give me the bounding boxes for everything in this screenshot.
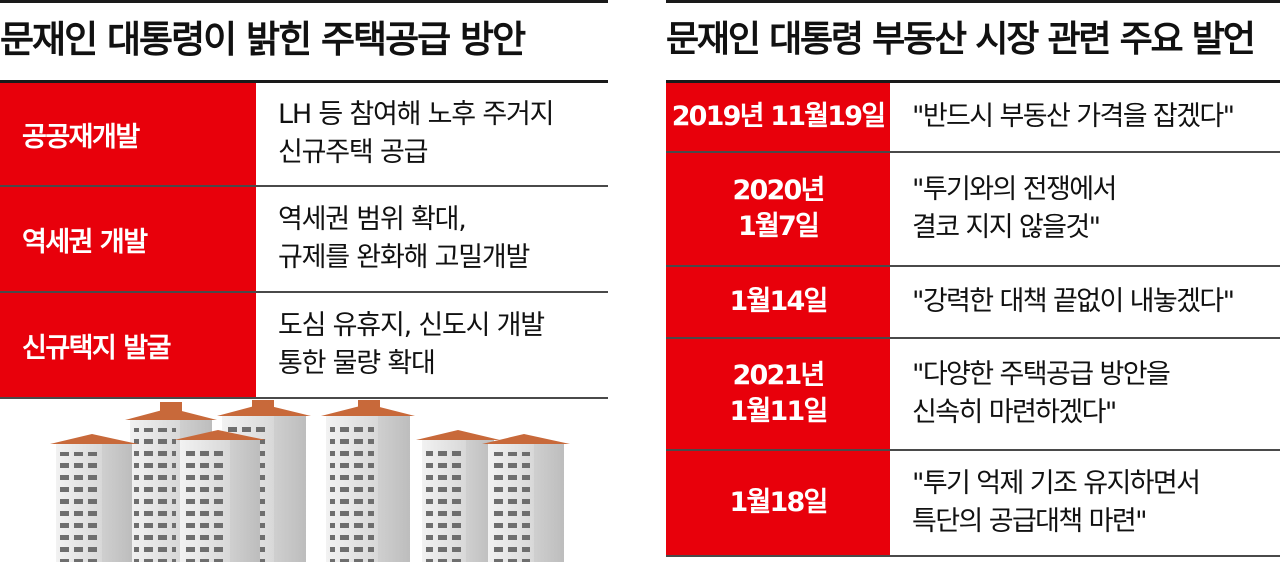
remark-date: 2021년 1월11일 (666, 339, 890, 449)
table-row: 2020년 1월7일 "투기와의 전쟁에서 결코 지지 않을것" (666, 153, 1280, 267)
table-row: 공공재개발 LH 등 참여해 노후 주거지 신규주택 공급 (0, 83, 608, 187)
row-label: 공공재개발 (0, 83, 256, 185)
table-row: 1월18일 "투기 억제 기조 유지하면서 특단의 공급대책 마련" (666, 451, 1280, 557)
row-value: LH 등 참여해 노후 주거지 신규주택 공급 (278, 99, 554, 168)
remark-quote: "반드시 부동산 가격을 잡겠다" (912, 101, 1235, 132)
remark-quote: "다양한 주택공급 방안을 신속히 마련하겠다" (912, 359, 1171, 428)
title-rule (666, 80, 1280, 83)
top-rule (666, 0, 1280, 3)
table-row: 역세권 개발 역세권 범위 확대, 규제를 완화해 고밀개발 (0, 187, 608, 293)
remark-date: 1월14일 (666, 267, 890, 337)
row-value: 역세권 범위 확대, 규제를 완화해 고밀개발 (278, 204, 530, 273)
remark-date: 1월18일 (666, 451, 890, 555)
table-row: 2021년 1월11일 "다양한 주택공급 방안을 신속히 마련하겠다" (666, 339, 1280, 451)
panel-title: 문재인 대통령 부동산 시장 관련 주요 발언 (666, 19, 1256, 60)
remark-quote: "투기 억제 기조 유지하면서 특단의 공급대책 마련" (912, 468, 1201, 537)
remark-date: 2020년 1월7일 (666, 153, 890, 265)
housing-supply-plan-panel: 문재인 대통령이 밝힌 주택공급 방안 공공재개발 LH 등 참여해 노후 주거… (0, 0, 608, 562)
apartment-buildings-icon (50, 400, 570, 562)
remark-quote: "투기와의 전쟁에서 결코 지지 않을것" (912, 174, 1117, 243)
table-row: 신규택지 발굴 도심 유휴지, 신도시 개발 통한 물량 확대 (0, 293, 608, 399)
table-row: 1월14일 "강력한 대책 끝없이 내놓겠다" (666, 267, 1280, 339)
row-label: 역세권 개발 (0, 187, 256, 291)
remark-quote: "강력한 대책 끝없이 내놓겠다" (912, 286, 1235, 317)
title-rule (0, 80, 608, 83)
row-value: 도심 유휴지, 신도시 개발 통한 물량 확대 (278, 310, 545, 379)
remark-date: 2019년 11월19일 (666, 83, 890, 151)
president-remarks-panel: 문재인 대통령 부동산 시장 관련 주요 발언 2019년 11월19일 "반드… (666, 0, 1280, 562)
row-label: 신규택지 발굴 (0, 293, 256, 397)
panel-title: 문재인 대통령이 밝힌 주택공급 방안 (0, 18, 526, 61)
top-rule (0, 0, 608, 3)
table-row: 2019년 11월19일 "반드시 부동산 가격을 잡겠다" (666, 83, 1280, 153)
